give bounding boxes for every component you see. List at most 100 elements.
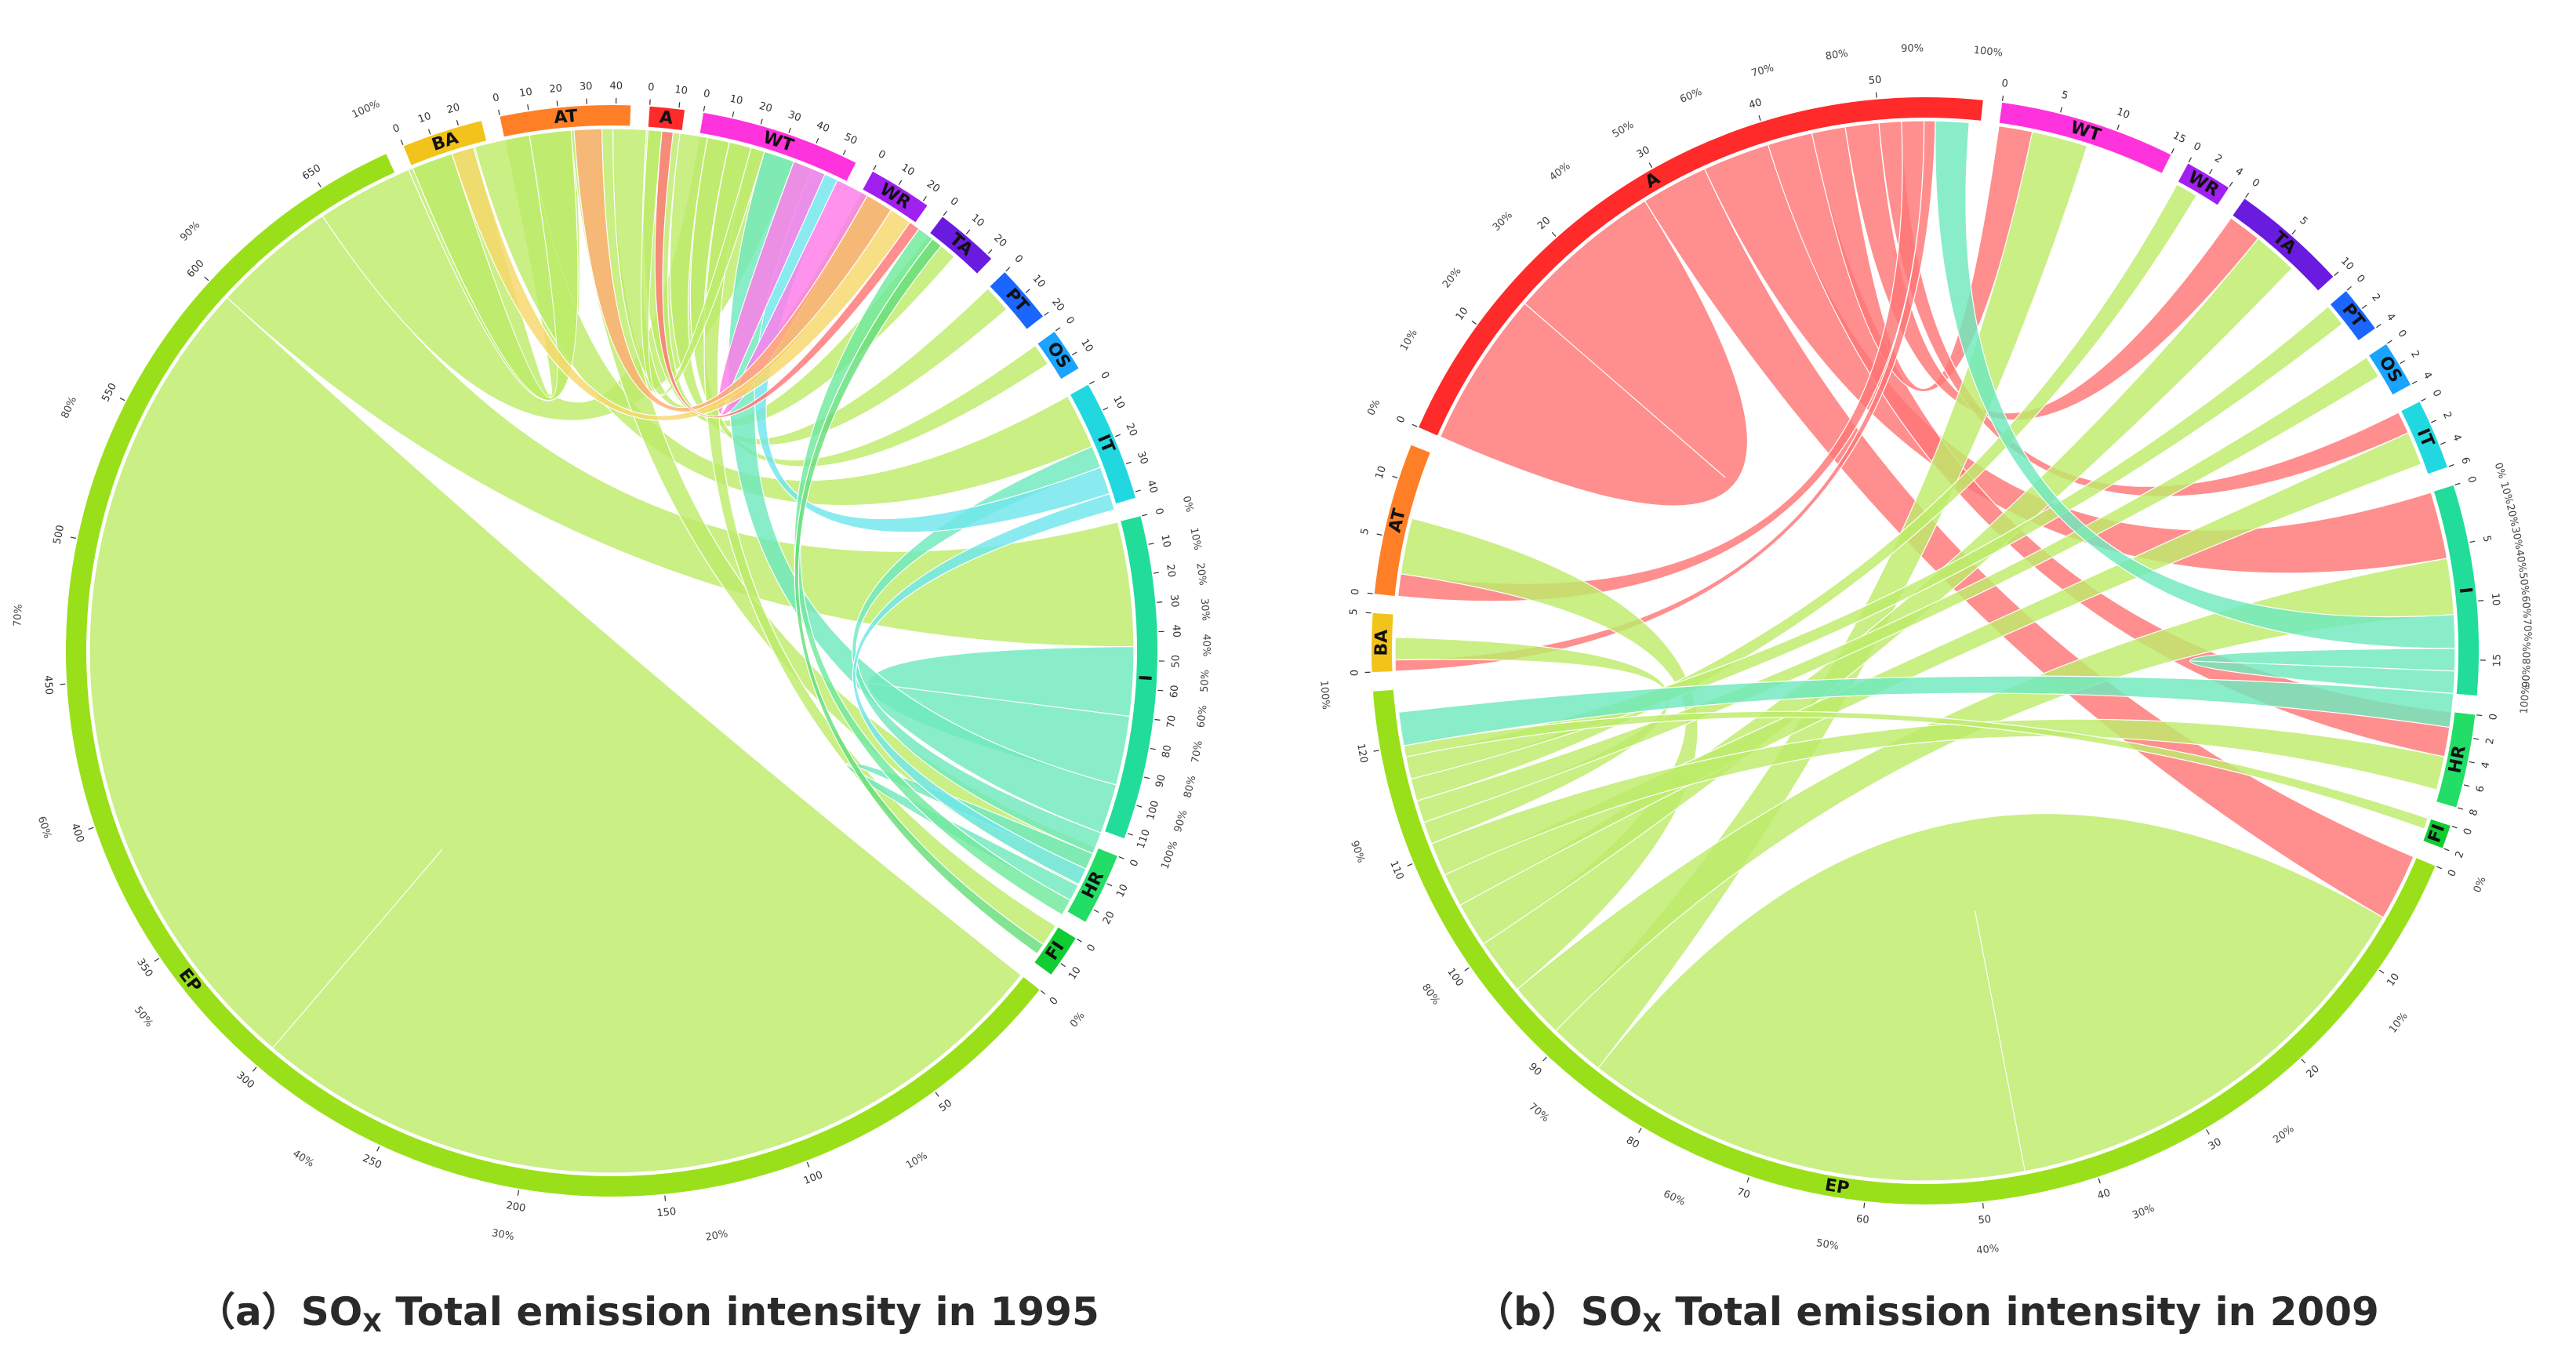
chord-2009-percent-label-A-9: 90% (1901, 42, 1924, 55)
chord-2009-tick-TA-1 (2291, 229, 2296, 235)
chord-1995-tick-label-HR-0: 0 (1128, 858, 1142, 868)
chord-1995-ribbon-FI-EP (794, 238, 1045, 955)
chord-2009-percent-label-EP-0: 0% (2472, 875, 2489, 895)
chord-2009-tick-label-EP-7: 70 (1735, 1186, 1751, 1201)
chord-1995-percent-label-EP-6: 60% (35, 815, 53, 840)
chord-2009-ribbon-EP-OS (1415, 356, 2380, 823)
chord-2009-tick-FI-1 (2443, 848, 2450, 852)
chord-1995-tick-WT-0 (703, 105, 706, 112)
chord-2009-tick-label-WT-2: 10 (2115, 106, 2131, 122)
chord-2009-tick-HR-3 (2463, 784, 2469, 787)
chord-1995-tick-HR-1 (1106, 883, 1113, 887)
chord-2009-tick-label-BA-0: 0 (1347, 670, 1359, 677)
chord-2009-tick-I-1 (2469, 540, 2476, 543)
chord-1995-tick-label-AT-1: 10 (518, 86, 533, 100)
chord-1995-tick-label-AT-0: 0 (492, 92, 500, 104)
chord-2009-tick-label-BA-1: 5 (1348, 608, 1361, 616)
chord-1995-ribbon-I-EP (728, 151, 1117, 834)
chord-1995-percent-label-I-1: 10% (1187, 527, 1203, 551)
chord-2009-tick-IT-0 (2421, 398, 2426, 402)
chord-1995-tick-label-FI-1: 10 (1066, 964, 1084, 982)
chord-1995-percent-label-I-9: 90% (1172, 808, 1190, 834)
chord-1995-ribbon-EP-BA (412, 129, 579, 401)
chord-1995-sector-arc-WR (863, 171, 928, 223)
chord-2009-percent-label-EP-4: 40% (1976, 1243, 2000, 1257)
chord-2009-tick-OS-2 (2411, 380, 2418, 385)
chord-2009-tick-label-A-1: 10 (1454, 305, 1471, 322)
chord-2009-tick-label-I-0: 0 (2465, 475, 2478, 485)
chord-1995-sector-arc-AT (500, 105, 631, 137)
chord-1995-tick-PT-0 (1005, 267, 1011, 272)
caption-2009-prefix: （b） (1474, 1289, 1581, 1335)
chord-2009-sector-label-I: I (2455, 587, 2476, 595)
chord-2009-tick-EP-7 (1746, 1177, 1749, 1183)
chord-1995-tick-label-EP-3: 150 (656, 1206, 677, 1219)
chord-2009-tick-AT-2 (1392, 475, 1398, 479)
chord-2009-tick-AT-0 (1367, 592, 1373, 594)
chord-1995-sector-label-AT: AT (553, 107, 578, 129)
chord-2009-percent-label-A-3: 30% (1491, 209, 1515, 234)
chord-1995-tick-label-WR-2: 20 (925, 178, 942, 195)
chord-2009-ribbon-I-I (2189, 648, 2456, 695)
chord-2009-tick-label-EP-9: 90 (1526, 1061, 1543, 1078)
chord-2009-tick-IT-3 (2448, 464, 2454, 467)
chord-1995-tick-EP-7 (154, 957, 159, 962)
chord-1995-tick-I-8 (1150, 747, 1156, 750)
chord-1995-tick-EP-12 (204, 276, 209, 282)
chord-1995-tick-label-I-5: 50 (1170, 655, 1182, 668)
chord-1995-tick-label-EP-5: 250 (361, 1153, 383, 1172)
chord-2009-percent-label-I-1: 10% (2498, 481, 2515, 506)
chord-2009-sector-arc-PT (2330, 291, 2375, 340)
caption-1995-subscript: X (362, 1308, 382, 1338)
chord-1995-tick-EP-0 (1040, 990, 1046, 995)
chord-1995-ribbon-EP-A (640, 129, 765, 397)
chord-2009-tick-EP-10 (1464, 967, 1470, 972)
chord-2009-tick-A-1 (1471, 320, 1477, 325)
chord-1995-sector-arcs (66, 105, 1157, 1197)
chord-1995-tick-label-I-2: 20 (1164, 564, 1177, 579)
chord-2009-tick-IT-2 (2440, 441, 2446, 445)
chord-1995-tick-label-EP-6: 300 (234, 1070, 256, 1092)
chord-1995-tick-label-WT-2: 20 (758, 100, 773, 115)
chord-1995-tick-label-WT-3: 30 (787, 109, 803, 125)
chord-1995-sector-arc-PT (990, 272, 1044, 329)
chord-1995-tick-I-9 (1144, 776, 1150, 779)
chord-1995-tick-EP-13 (318, 182, 322, 187)
chord-1995-tick-label-BA-0: 0 (391, 122, 401, 136)
chord-1995-tick-label-EP-7: 350 (134, 957, 154, 979)
chord-2009-tick-label-PT-2: 4 (2384, 311, 2397, 323)
chord-1995-tick-IT-2 (1115, 434, 1121, 438)
chord-1995-tick-WR-0 (873, 165, 877, 171)
chord-1995-tick-PT-2 (1044, 311, 1049, 316)
chord-panel-2009: WT 0 5 10 15 WR 0 2 4 TA 0 5 10 PT 0 2 4 OS 0 2 4 IT 0 2 4 6 I 0 5 10… (1286, 0, 2576, 1355)
chord-2009-tick-label-A-5: 50 (1868, 74, 1882, 87)
chord-1995-tick-label-I-1: 10 (1158, 533, 1172, 548)
chord-1995-tick-label-WR-1: 10 (899, 162, 917, 178)
chord-2009-ribbon-A-EP (1644, 168, 2414, 918)
chord-1995-tick-EP-1 (935, 1092, 939, 1097)
chord-1995-ribbon-A-EP (654, 130, 920, 419)
chord-2009-sector-label-EP: EP (1823, 1175, 1851, 1199)
chord-2009-tick-A-2 (1551, 231, 1557, 237)
chord-2009-sector-arc-TA (2233, 198, 2334, 291)
chord-2009-percent-label-I-0: 0% (2492, 461, 2508, 480)
chord-1995-tick-label-EP-12: 600 (185, 258, 207, 280)
chord-2009-tick-WT-3 (2171, 148, 2175, 154)
chord-1995-tick-BA-2 (456, 120, 460, 126)
chord-2009-tick-WT-1 (2060, 107, 2062, 113)
chord-1995-tick-BA-0 (400, 140, 404, 145)
chord-2009-tick-label-EP-11: 110 (1387, 859, 1405, 882)
chord-1995-tick-label-WR-0: 0 (876, 148, 887, 162)
chord-1995-tick-label-I-8: 80 (1161, 744, 1175, 759)
chord-2009-tick-EP-6 (1863, 1202, 1866, 1208)
chord-2009-tick-TA-2 (2334, 271, 2339, 276)
chord-1995-percent-label-I-3: 30% (1198, 598, 1212, 622)
chord-2009-tick-label-OS-0: 0 (2395, 328, 2408, 340)
chord-2009-tick-label-IT-2: 4 (2450, 433, 2463, 443)
chord-1995-tick-label-BA-2: 20 (445, 101, 461, 116)
chord-2009-tick-label-HR-2: 4 (2480, 761, 2492, 769)
chord-1995-ribbon-BA-EP (451, 147, 911, 421)
chord-2009-tick-label-PT-0: 0 (2354, 273, 2367, 285)
chord-1995-ribbon-HR-EP (794, 227, 1071, 916)
